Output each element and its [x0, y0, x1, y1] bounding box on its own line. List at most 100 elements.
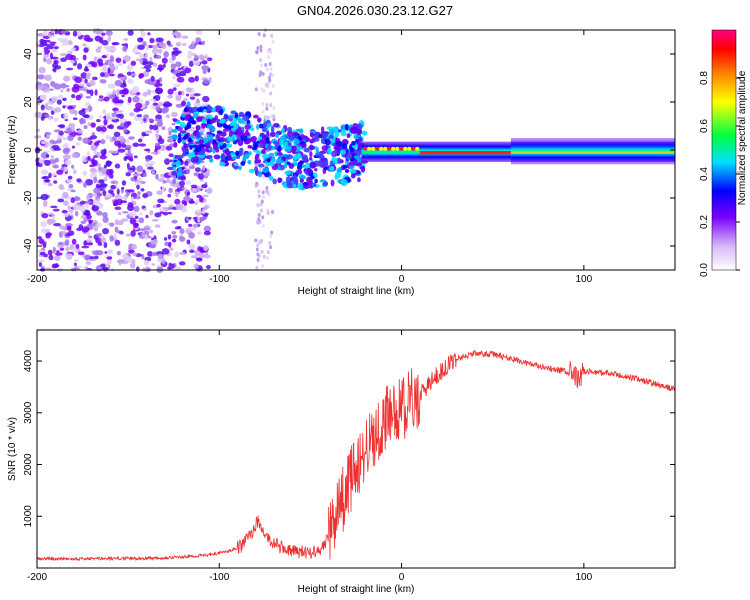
spectrogram-cell	[67, 135, 74, 138]
spectrogram-cell	[191, 151, 196, 159]
spectrogram-cell	[39, 95, 46, 101]
spectrogram-cell	[109, 73, 115, 77]
spectrogram-cell	[261, 223, 265, 228]
spectrogram-cell	[155, 37, 164, 43]
spectrogram-cell	[175, 72, 181, 78]
spectrogram-cell	[201, 118, 207, 124]
spectrogram-cell	[45, 133, 51, 140]
spectrogram-cell	[295, 152, 302, 160]
spectrogram-cell	[101, 32, 106, 36]
spectrogram-cell	[56, 99, 62, 105]
spectrogram-cell	[340, 129, 347, 137]
colorbar: 0.0 0.2 0.4 0.6 0.8 Normalized spectral ampl…	[699, 29, 748, 277]
spectrogram-cell	[299, 178, 304, 183]
spectrogram-cell	[76, 265, 83, 269]
spectrogram-cell	[53, 129, 62, 133]
spectrogram-cell	[296, 182, 304, 190]
spectrogram-cell	[83, 125, 88, 130]
spectrogram-cell	[196, 209, 201, 213]
spectrogram-cell	[43, 43, 51, 47]
spectrogram-cell	[117, 148, 126, 153]
spectrogram-cell	[98, 98, 105, 102]
spectrogram-cell	[166, 40, 171, 46]
spectrogram-cell	[117, 62, 123, 66]
spectrogram-cell	[192, 112, 198, 119]
spectrogram-cell	[151, 252, 158, 257]
spectrogram-cell	[141, 131, 146, 137]
spectrogram-cell	[337, 157, 341, 164]
spectrogram-cell	[207, 187, 213, 194]
spectrogram-cell	[116, 188, 120, 195]
spectrogram-cell	[318, 134, 323, 139]
spectrogram-cell	[176, 154, 184, 159]
spectrogram-cell	[197, 231, 202, 236]
spectrogram-cell	[71, 145, 76, 149]
spectrogram-cell	[288, 163, 295, 169]
spectrogram-cell	[265, 67, 269, 72]
spectrogram-cell	[140, 117, 144, 125]
spectrogram-cell	[279, 138, 284, 146]
spectrogram-cell	[45, 233, 51, 239]
spectrogram-cell	[139, 28, 144, 33]
spectrogram-cell	[125, 153, 134, 157]
spectrogram-cell	[101, 39, 109, 46]
spectrogram-cell	[194, 147, 202, 152]
spectrogram-cell	[43, 29, 48, 36]
spectrogram-cell	[100, 138, 106, 145]
spectrogram-cell	[183, 142, 188, 149]
spectrogram-cell	[157, 198, 165, 204]
spectrogram-cell	[60, 82, 67, 89]
spectrogram-cell	[63, 112, 69, 120]
spectrogram-cell	[40, 193, 49, 201]
spectrogram-cell	[123, 55, 131, 62]
spectrogram-cell	[281, 127, 285, 134]
spectrogram-cell	[324, 138, 331, 146]
spectrogram-cell	[155, 106, 161, 112]
spectrogram-hot-spot	[415, 146, 420, 151]
spectrogram-hot-spot	[391, 146, 396, 151]
spectrogram-cell	[188, 243, 196, 250]
spectrogram-cell	[197, 216, 201, 223]
spectrogram-cell	[56, 135, 60, 140]
spectrogram-cell	[50, 110, 55, 115]
spectrogram-cell	[230, 127, 237, 132]
spectrogram-cell	[195, 100, 199, 104]
spectrogram-cell	[179, 228, 185, 235]
spectrogram-cell	[103, 164, 108, 169]
spectrogram-cell	[38, 33, 45, 37]
spectrogram-cell	[63, 200, 69, 206]
spectrogram-cell	[149, 124, 154, 130]
spectrogram-cell	[154, 118, 160, 122]
spectrogram-cell	[255, 265, 259, 270]
spectrogram-cell	[126, 64, 134, 71]
spectrogram-x-label: Height of straight line (km)	[298, 286, 415, 297]
spectrogram-cell	[187, 114, 192, 119]
spectrogram-cell	[193, 60, 201, 66]
spectrogram-cell	[144, 162, 151, 168]
spectrogram-cell	[75, 94, 82, 101]
spectrogram-cell	[36, 74, 45, 80]
spectrogram-cell	[201, 60, 208, 65]
spectrogram-cell	[349, 126, 357, 134]
colorbar-tick-label: 0.2	[699, 215, 710, 229]
spectrogram-y-tick-label: 20	[23, 96, 34, 108]
snr-series-line	[36, 350, 676, 562]
spectrogram-cell	[275, 158, 281, 165]
spectrogram-cell	[109, 47, 117, 52]
spectrogram-cell	[256, 117, 262, 123]
spectrogram-cell	[144, 79, 151, 85]
spectrogram-cell	[88, 219, 93, 224]
spectrogram-hot-spot	[363, 146, 368, 151]
spectrogram-cell	[256, 243, 260, 248]
spectrogram-cell	[267, 75, 271, 80]
spectrogram-cell	[42, 200, 48, 208]
spectrogram-cell	[64, 159, 72, 166]
spectrogram-cell	[260, 249, 264, 254]
spectrogram-cell	[355, 129, 363, 136]
spectrogram-cell	[101, 267, 109, 271]
spectrogram-cell	[86, 214, 92, 220]
spectrogram-x-tick-label: -100	[209, 274, 229, 285]
spectrogram-cell	[73, 259, 79, 263]
spectrogram-cell	[181, 148, 189, 153]
spectrogram-cell	[44, 159, 51, 166]
